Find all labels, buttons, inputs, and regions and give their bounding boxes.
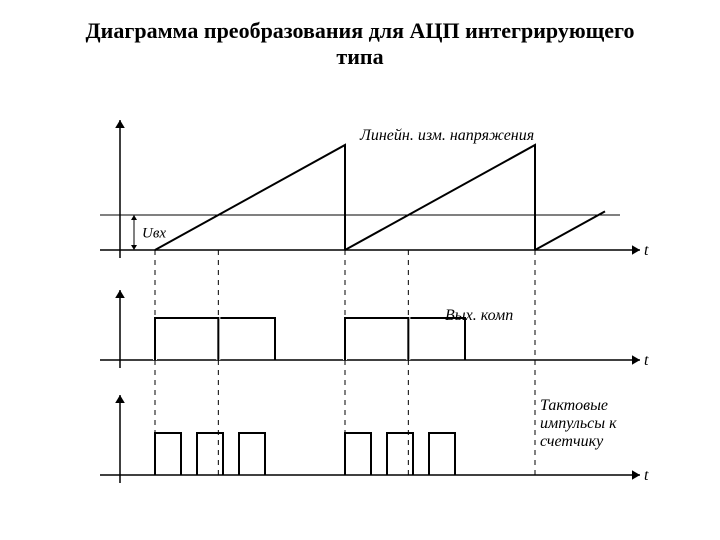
- svg-text:t: t: [644, 467, 649, 484]
- svg-text:t: t: [644, 352, 649, 369]
- svg-text:Uвх: Uвх: [142, 226, 166, 242]
- svg-text:Тактовые: Тактовые: [540, 397, 608, 414]
- svg-text:счетчику: счетчику: [540, 433, 604, 450]
- svg-text:Линейн. изм. напряжения: Линейн. изм. напряжения: [359, 127, 534, 144]
- svg-text:импульсы к: импульсы к: [540, 415, 617, 432]
- svg-text:t: t: [644, 242, 649, 259]
- svg-text:Вых. комп: Вых. комп: [445, 307, 513, 324]
- timing-diagram: t Uвх Линейн. изм. напряжения t Вых. комп t Та…: [0, 0, 720, 540]
